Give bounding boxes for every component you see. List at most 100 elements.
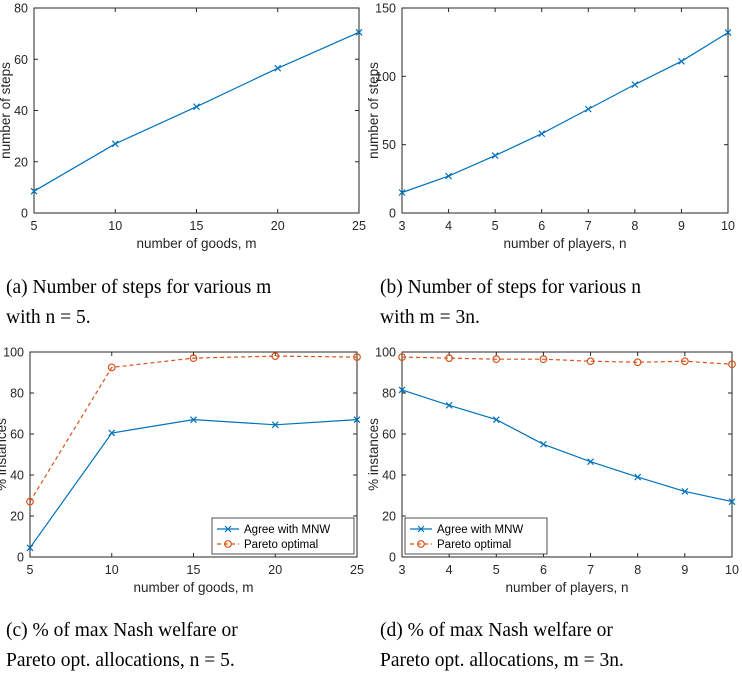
legend-label: Agree with MNW	[244, 524, 330, 536]
legend-label: Agree with MNW	[437, 524, 523, 536]
caption-line: (a) Number of steps for various m	[6, 277, 271, 298]
data-point	[681, 487, 689, 495]
y-tick-label: 0	[389, 551, 396, 565]
data-point	[274, 64, 282, 72]
caption-line: Pareto opt. allocations, m = 3n.	[380, 650, 624, 671]
data-point	[111, 140, 119, 148]
x-tick-label: 10	[108, 219, 122, 233]
x-tick-label: 20	[271, 219, 285, 233]
y-tick-label: 100	[375, 346, 396, 360]
legend-marker	[417, 540, 425, 548]
data-point	[445, 354, 454, 363]
data-point	[678, 57, 685, 65]
series-line-1	[401, 356, 733, 365]
data-point	[587, 458, 594, 466]
y-tick-label: 20	[382, 510, 396, 524]
legend-marker	[417, 525, 425, 533]
caption-line: (b) Number of steps for various n	[380, 277, 641, 298]
y-axis-label: % instances	[0, 418, 9, 491]
data-point	[492, 355, 501, 364]
x-tick-label: 4	[445, 219, 452, 233]
y-tick-label: 60	[382, 428, 396, 442]
y-tick-label: 80	[10, 387, 24, 401]
x-tick-label: 5	[492, 219, 499, 233]
x-tick-label: 5	[27, 563, 34, 577]
data-point	[724, 29, 732, 37]
y-tick-label: 40	[10, 469, 24, 483]
y-tick-label: 150	[375, 2, 396, 16]
data-point	[108, 429, 116, 437]
data-point	[30, 187, 38, 195]
data-point	[491, 152, 499, 160]
x-axis-label: number of goods, m	[136, 236, 256, 251]
y-tick-label: 100	[3, 346, 24, 360]
legend-label: Pareto optimal	[437, 539, 511, 551]
series-line-0	[401, 389, 733, 503]
legend-marker	[224, 540, 232, 548]
data-point	[355, 28, 363, 36]
data-point	[492, 416, 500, 424]
data-point	[680, 357, 689, 366]
data-point	[634, 473, 642, 481]
y-axis-label: % instances	[366, 418, 381, 491]
y-tick-label: 0	[21, 207, 28, 221]
data-point	[539, 355, 548, 364]
y-axis-label: number of steps	[366, 62, 381, 159]
x-axis-label: number of players, n	[505, 580, 628, 595]
x-tick-label: 10	[725, 563, 739, 577]
x-tick-label: 8	[631, 219, 638, 233]
data-point	[586, 357, 595, 366]
legend: Agree with MNW Pareto optimal	[211, 517, 355, 555]
x-tick-label: 20	[268, 563, 282, 577]
y-tick-label: 60	[10, 428, 24, 442]
legend: Agree with MNW Pareto optimal	[404, 517, 548, 555]
x-tick-label: 5	[493, 563, 500, 577]
data-point	[398, 386, 406, 394]
x-axis-label: number of goods, m	[133, 580, 253, 595]
series-line-1	[29, 355, 358, 502]
y-tick-label: 60	[14, 53, 28, 67]
data-point	[540, 440, 547, 448]
legend-label: Pareto optimal	[244, 539, 318, 551]
chart-a: 5 10 15 20 25 0 20 40 60 80 number of goods, m numb…	[0, 2, 366, 329]
y-tick-label: 20	[10, 510, 24, 524]
y-tick-label: 40	[14, 104, 28, 118]
data-point	[445, 401, 453, 409]
y-axis-label: number of steps	[0, 62, 13, 159]
x-tick-label: 25	[352, 219, 366, 233]
data-point	[271, 421, 279, 429]
plot-box	[33, 7, 360, 214]
y-tick-label: 20	[14, 155, 28, 169]
data-point	[193, 103, 200, 111]
data-point	[190, 416, 197, 424]
plot-box	[401, 351, 733, 558]
caption-line: (c) % of max Nash welfare or	[6, 620, 238, 641]
y-tick-label: 50	[382, 138, 396, 152]
x-tick-label: 8	[634, 563, 641, 577]
data-point	[631, 81, 639, 88]
x-tick-label: 7	[587, 563, 594, 577]
x-tick-label: 9	[678, 219, 685, 233]
data-point	[107, 363, 116, 372]
data-point	[584, 105, 592, 113]
data-point	[398, 353, 406, 362]
chart-c: 5 10 15 20 25 0 20 40 60 80 100 number of goods, m%…	[0, 346, 364, 672]
x-tick-label: 9	[681, 563, 688, 577]
x-tick-label: 15	[187, 563, 201, 577]
plot-box	[401, 7, 729, 214]
x-tick-label: 6	[540, 563, 547, 577]
data-point	[445, 172, 452, 180]
y-tick-label: 100	[375, 70, 396, 84]
series-line-0	[401, 32, 729, 194]
x-tick-label: 3	[399, 219, 406, 233]
y-tick-label: 0	[389, 207, 396, 221]
legend-box	[211, 517, 355, 555]
data-point	[353, 353, 361, 362]
data-point	[353, 416, 361, 424]
data-point	[398, 189, 406, 196]
x-tick-label: 10	[721, 219, 735, 233]
legend-box	[404, 517, 548, 555]
data-point	[26, 497, 34, 506]
